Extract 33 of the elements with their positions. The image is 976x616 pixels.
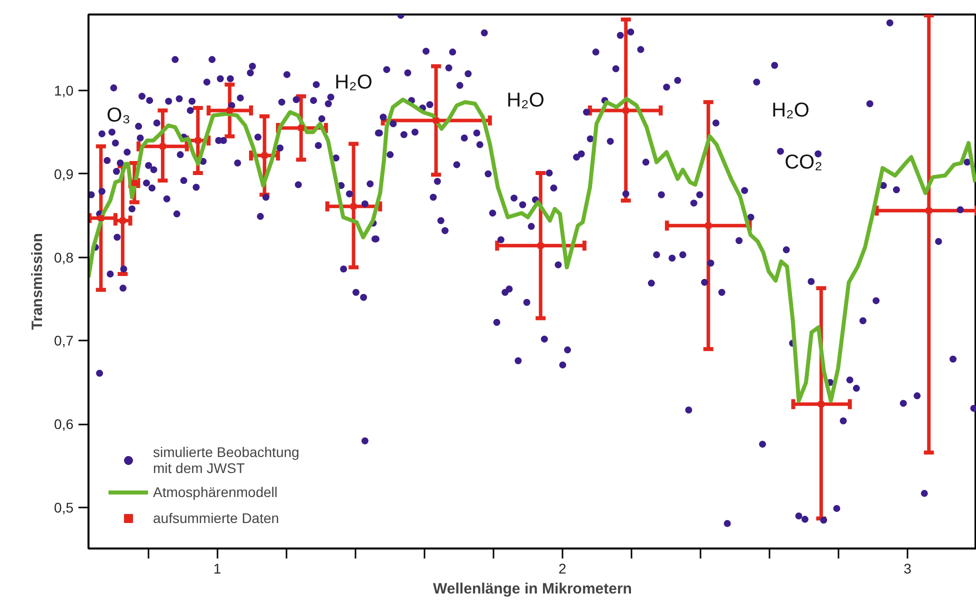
annotation: H₂O	[506, 90, 544, 112]
y-tick-label: 0,9	[54, 166, 74, 182]
point	[538, 242, 544, 249]
y-tick-label: 0,7	[54, 332, 74, 349]
point	[298, 124, 304, 131]
point	[98, 215, 104, 222]
legend-label: simulierte Beobachtung mit dem JWST	[153, 444, 300, 476]
x-tick-label: 3	[904, 560, 912, 576]
point	[818, 401, 824, 408]
point	[194, 137, 201, 144]
annotation: CO₂	[784, 152, 822, 174]
point	[705, 222, 712, 229]
point	[226, 107, 233, 114]
annotation: O₃	[106, 104, 130, 126]
point	[350, 203, 357, 210]
y-tick-label: 0,5	[54, 500, 74, 516]
y-tick-label: 0,6	[54, 416, 74, 432]
point	[433, 117, 440, 124]
legend-label: aufsummierte Daten	[153, 510, 280, 526]
annotation: H₂O	[772, 100, 810, 122]
y-tick-label: 0,8	[54, 249, 74, 266]
annotation: H₂O	[334, 72, 372, 94]
point	[160, 143, 166, 150]
y-axis-title: Transmission	[29, 233, 46, 330]
point	[120, 218, 126, 224]
x-tick-label: 1	[213, 560, 222, 576]
y-tick-label: 1,0	[54, 82, 74, 98]
legend-label: Atmosphärenmodell	[153, 484, 278, 500]
point	[926, 208, 932, 214]
point	[622, 107, 629, 114]
point	[262, 152, 268, 159]
x-tick-label: 2	[558, 560, 566, 576]
x-axis-title: Wellenlänge in Mikrometern	[433, 580, 632, 598]
